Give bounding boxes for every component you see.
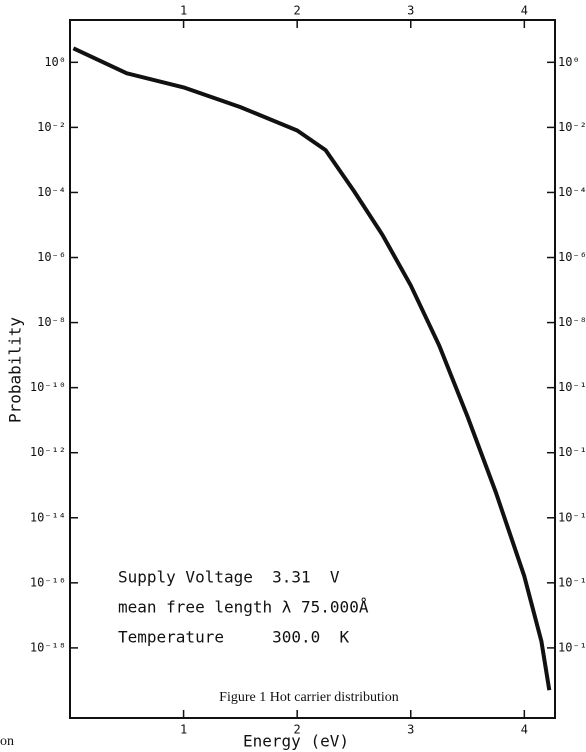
- x-tick-label: 3: [407, 723, 414, 737]
- y-tick-label-right: 10⁻¹⁸: [558, 640, 586, 654]
- x-tick-label-top: 4: [521, 4, 528, 18]
- plot-frame: [69, 19, 556, 719]
- y-tick-label-right: 10⁻¹⁶: [558, 575, 586, 589]
- y-tick-label-right: 10⁻⁴: [558, 185, 586, 199]
- y-tick-label: 10⁻¹⁴: [30, 510, 66, 524]
- y-tick-label: 10⁰: [44, 55, 66, 69]
- annotation: Supply Voltage 3.31 V: [118, 568, 340, 587]
- y-tick-label: 10⁻²: [37, 120, 66, 134]
- y-tick-label: 10⁻⁶: [37, 250, 66, 264]
- y-tick-label: 10⁻¹⁰: [30, 380, 66, 394]
- annotation: Temperature 300.0 K: [118, 628, 350, 647]
- x-axis-label: Energy (eV): [243, 732, 349, 751]
- y-tick-label: 10⁻¹²: [30, 445, 66, 459]
- annotation: mean free length λ 75.000Å: [118, 598, 369, 617]
- x-tick-label: 2: [294, 723, 301, 737]
- x-tick-label-top: 2: [294, 4, 301, 18]
- y-tick-label-right: 10⁰: [558, 55, 580, 69]
- y-tick-label-right: 10⁻¹²: [558, 445, 586, 459]
- y-tick-label-right: 10⁻¹⁴: [558, 510, 586, 524]
- data-line: [72, 46, 552, 691]
- y-tick-label-right: 10⁻⁶: [558, 250, 586, 264]
- x-tick-label: 1: [180, 723, 187, 737]
- y-tick-label-right: 10⁻²: [558, 120, 586, 134]
- y-tick-label-right: 10⁻⁸: [558, 315, 586, 329]
- x-tick-label-top: 3: [407, 4, 414, 18]
- x-tick-label: 4: [521, 723, 528, 737]
- caption: Figure 1 Hot carrier distribution: [219, 690, 399, 705]
- y-tick-label: 10⁻¹⁶: [30, 575, 66, 589]
- y-axis-label: Probability: [6, 317, 25, 423]
- cropped-text: on: [0, 734, 14, 749]
- y-tick-label: 10⁻⁸: [37, 315, 66, 329]
- x-tick-label-top: 1: [180, 4, 187, 18]
- y-tick-label: 10⁻⁴: [37, 185, 66, 199]
- y-tick-label: 10⁻¹⁸: [30, 640, 66, 654]
- y-tick-label-right: 10⁻¹⁰: [558, 380, 586, 394]
